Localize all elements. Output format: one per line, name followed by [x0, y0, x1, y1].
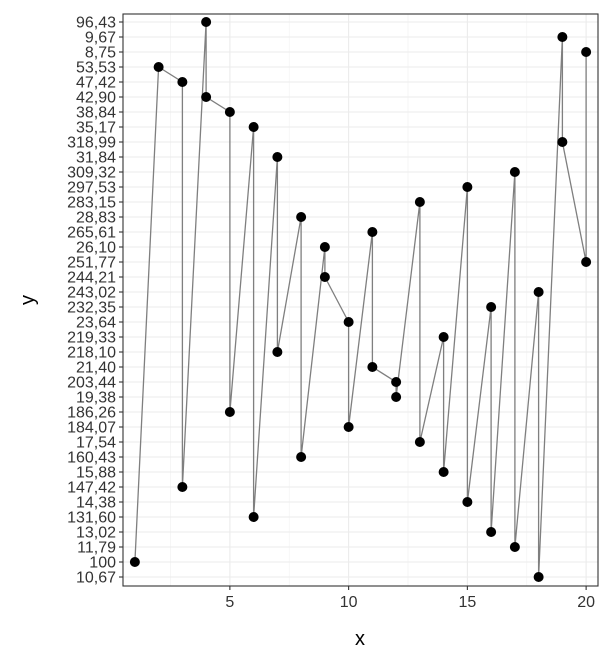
data-point [486, 527, 497, 537]
data-point [367, 362, 378, 372]
data-point [272, 152, 283, 162]
x-tick-label: 15 [458, 594, 476, 611]
y-tick-label: 13,02 [76, 525, 116, 542]
y-tick-label: 26,10 [76, 240, 116, 257]
data-point [581, 47, 592, 57]
y-tick-label: 265,61 [67, 225, 116, 242]
y-tick-label: 53,53 [76, 60, 116, 77]
y-tick-label: 14,38 [76, 495, 116, 512]
data-point [391, 377, 402, 387]
y-tick-label: 244,21 [67, 270, 116, 287]
y-tick-label: 15,88 [76, 465, 116, 482]
data-point [557, 137, 568, 147]
data-point [557, 32, 568, 42]
data-point [177, 482, 188, 492]
series-path [134, 21, 587, 578]
data-point [486, 302, 497, 312]
data-point [224, 107, 235, 117]
panel-border [122, 13, 599, 587]
x-tick-label: 5 [225, 594, 234, 611]
data-point [581, 257, 592, 267]
y-axis-ticks: 10,6710011,7913,02131,6014,38147,4215,88… [67, 15, 123, 587]
y-tick-label: 219,33 [67, 330, 116, 347]
data-point [272, 347, 283, 357]
data-point [153, 62, 164, 72]
y-tick-label: 38,84 [76, 105, 116, 122]
y-tick-label: 47,42 [76, 75, 116, 92]
y-tick-label: 35,17 [76, 120, 116, 137]
data-point [296, 212, 307, 222]
y-tick-label: 100 [89, 555, 116, 572]
y-tick-label: 283,15 [67, 195, 116, 212]
y-tick-label: 186,26 [67, 405, 116, 422]
data-point [533, 287, 544, 297]
x-axis-label: x [355, 628, 365, 650]
series-points [129, 17, 592, 582]
data-point [129, 557, 140, 567]
y-tick-label: 147,42 [67, 480, 116, 497]
x-axis-ticks: 5 10 15 20 [225, 586, 595, 611]
series-line [134, 21, 587, 578]
data-point [319, 242, 330, 252]
y-tick-label: 184,07 [67, 420, 116, 437]
y-tick-label: 251,77 [67, 255, 116, 272]
y-tick-label: 17,54 [76, 435, 116, 452]
y-tick-label: 11,79 [77, 540, 116, 557]
data-point [343, 422, 354, 432]
data-point [248, 122, 259, 132]
data-point [438, 467, 449, 477]
y-tick-label: 19,38 [76, 390, 116, 407]
data-point [177, 77, 188, 87]
y-tick-label: 203,44 [67, 375, 116, 392]
data-point [462, 497, 473, 507]
y-tick-label: 31,84 [76, 150, 116, 167]
x-tick-label: 20 [577, 594, 595, 611]
y-tick-label: 10,67 [76, 570, 116, 587]
y-tick-label: 21,40 [76, 360, 116, 377]
data-point [414, 197, 425, 207]
data-point [224, 407, 235, 417]
data-point [343, 317, 354, 327]
data-point [367, 227, 378, 237]
y-tick-label: 96,43 [76, 15, 116, 32]
y-tick-label: 8,75 [85, 45, 116, 62]
data-point [533, 572, 544, 582]
data-point [509, 542, 520, 552]
y-tick-label: 28,83 [76, 210, 116, 227]
y-tick-label: 218,10 [67, 345, 116, 362]
data-point [248, 512, 259, 522]
data-point [201, 17, 212, 27]
y-tick-label: 309,32 [67, 165, 116, 182]
data-point [296, 452, 307, 462]
y-tick-label: 232,35 [67, 300, 116, 317]
data-point [391, 392, 402, 402]
y-tick-label: 23,64 [76, 315, 116, 332]
y-tick-label: 318,99 [67, 135, 116, 152]
y-tick-label: 131,60 [67, 510, 116, 527]
data-point [201, 92, 212, 102]
y-tick-label: 160,43 [67, 450, 116, 467]
y-axis-label: y [17, 295, 39, 305]
data-point [438, 332, 449, 342]
y-tick-label: 297,53 [67, 180, 116, 197]
y-tick-label: 9,67 [85, 30, 116, 47]
y-tick-label: 42,90 [76, 90, 116, 107]
y-tick-label: 243,02 [67, 285, 116, 302]
data-point [414, 437, 425, 447]
data-point [462, 182, 473, 192]
data-point [319, 272, 330, 282]
x-tick-label: 10 [340, 594, 358, 611]
data-point [509, 167, 520, 177]
